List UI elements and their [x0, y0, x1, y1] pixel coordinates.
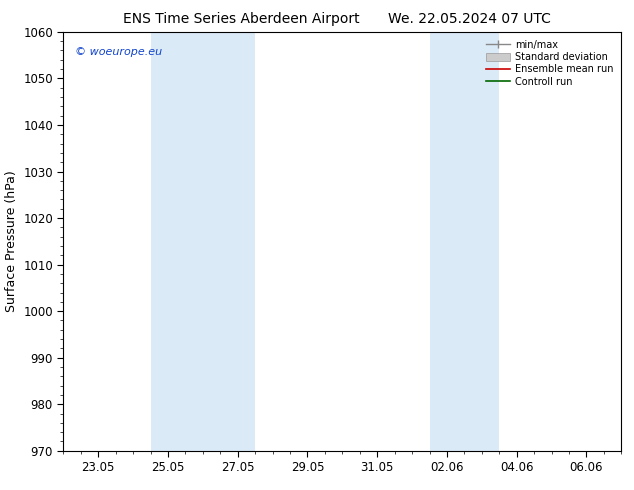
- Bar: [150, 32, 255, 451]
- Y-axis label: Surface Pressure (hPa): Surface Pressure (hPa): [4, 171, 18, 312]
- Bar: [430, 32, 500, 451]
- Legend: min/max, Standard deviation, Ensemble mean run, Controll run: min/max, Standard deviation, Ensemble me…: [483, 37, 616, 90]
- Text: ENS Time Series Aberdeen Airport: ENS Time Series Aberdeen Airport: [122, 12, 359, 26]
- Text: © woeurope.eu: © woeurope.eu: [75, 47, 162, 56]
- Text: We. 22.05.2024 07 UTC: We. 22.05.2024 07 UTC: [388, 12, 550, 26]
